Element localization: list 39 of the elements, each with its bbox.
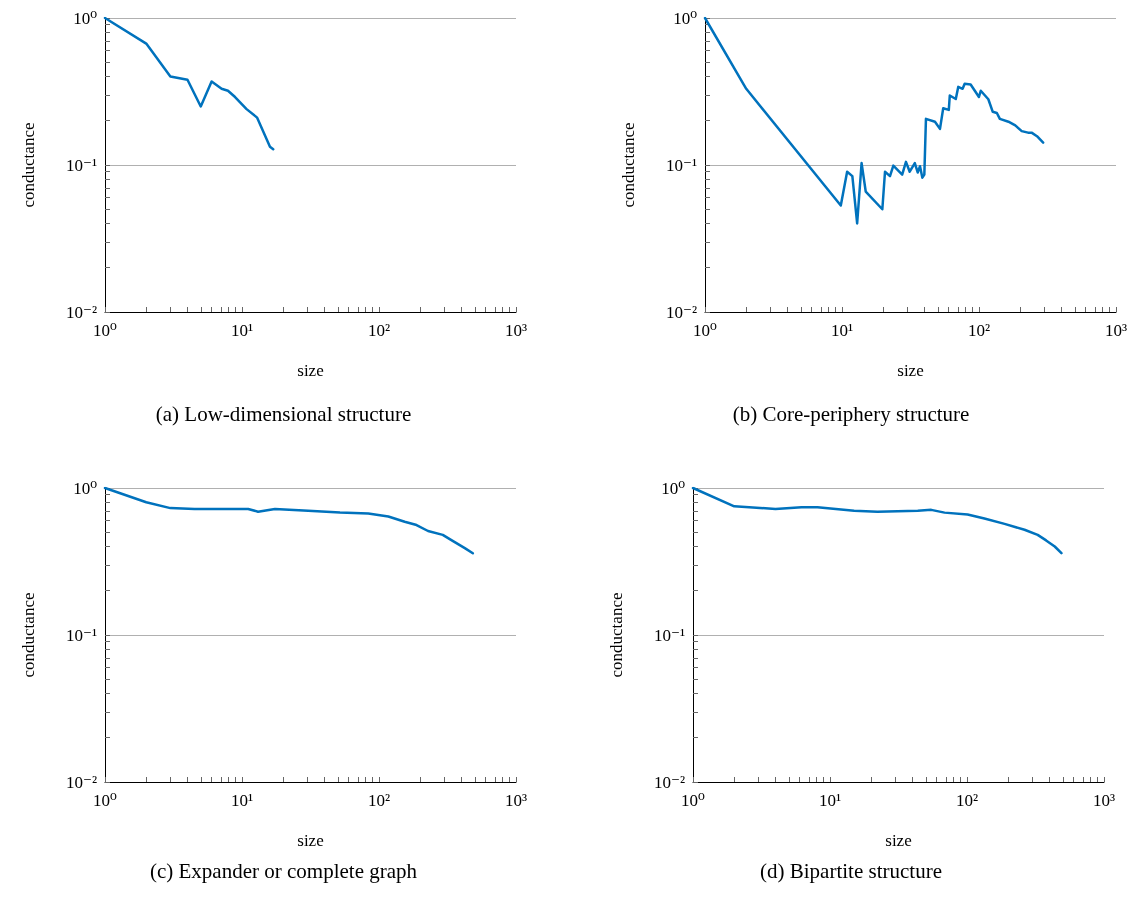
y-axis-title: conductance [19, 592, 38, 678]
x-axis-title: size [885, 831, 912, 850]
text: (d) Bipartite structure [760, 858, 942, 883]
x-tick-label: 10¹ [830, 321, 854, 340]
y-axis-title: conductance [607, 592, 626, 678]
y-tick-label: 10⁻² [65, 772, 97, 792]
x-axis-title: size [897, 361, 924, 380]
x-tick-label: 10² [955, 791, 979, 810]
y-tick-label: 10⁻² [653, 772, 685, 792]
y-axis-title: conductance [619, 122, 638, 208]
x-tick-label: 10³ [1104, 321, 1128, 340]
x-tick-label: 10³ [1092, 791, 1116, 810]
y-tick-label: 10⁻¹ [665, 155, 697, 175]
x-tick-label: 10³ [504, 321, 528, 340]
x-tick-label: 10¹ [230, 791, 254, 810]
text: (b) Core-periphery structure [732, 401, 970, 426]
y-tick-label: 10⁻¹ [65, 155, 97, 175]
x-tick-label: 10⁰ [93, 791, 118, 810]
x-tick-label: 10³ [504, 791, 528, 810]
x-tick-label: 10² [967, 321, 991, 340]
x-tick-label: 10² [367, 791, 391, 810]
y-tick-label: 10⁰ [661, 478, 686, 498]
y-tick-label: 10⁻² [65, 302, 97, 322]
y-tick-label: 10⁻² [665, 302, 697, 322]
x-tick-label: 10¹ [230, 321, 254, 340]
y-tick-label: 10⁰ [73, 478, 98, 498]
x-tick-label: 10⁰ [693, 321, 718, 340]
y-tick-label: 10⁻¹ [65, 625, 97, 645]
y-tick-label: 10⁰ [673, 8, 698, 28]
y-tick-label: 10⁰ [73, 8, 98, 28]
x-axis-title: size [297, 361, 324, 380]
y-axis-title: conductance [19, 122, 38, 208]
x-tick-label: 10² [367, 321, 391, 340]
x-tick-label: 10¹ [818, 791, 842, 810]
text: (a) Low-dimensional structure [155, 401, 412, 426]
x-axis-title: size [297, 831, 324, 850]
text: (c) Expander or complete graph [149, 858, 418, 883]
y-tick-label: 10⁻¹ [653, 625, 685, 645]
x-tick-label: 10⁰ [93, 321, 118, 340]
